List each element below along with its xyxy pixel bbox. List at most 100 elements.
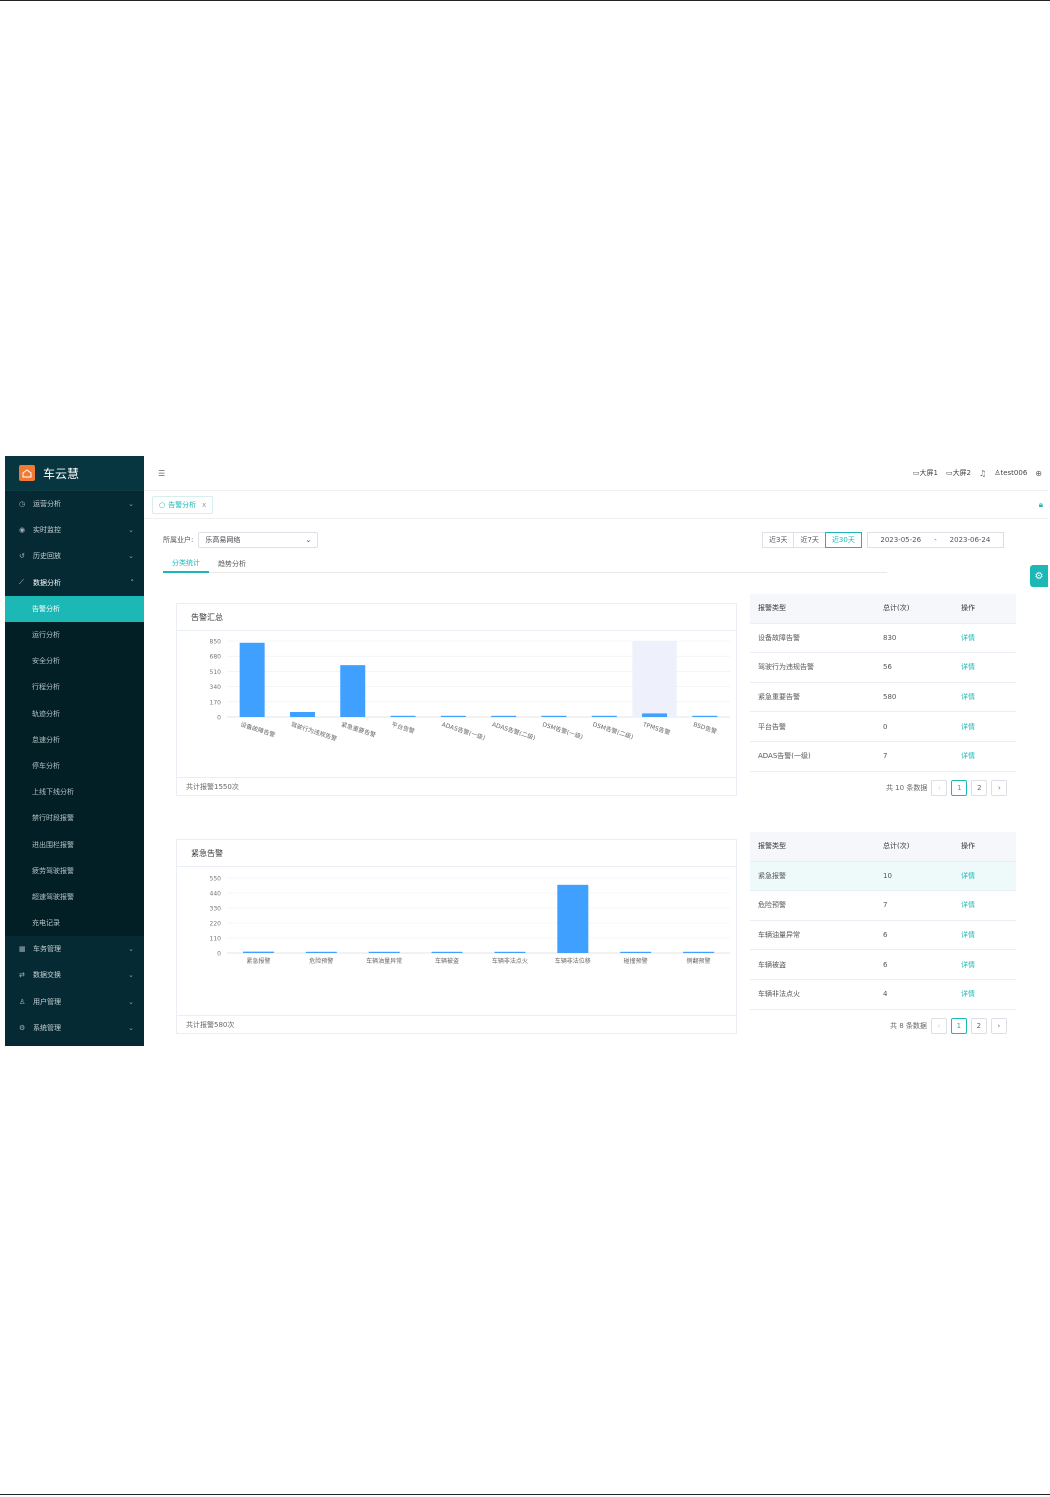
date-separator: - bbox=[934, 536, 937, 544]
detail-link[interactable]: 详情 bbox=[961, 722, 975, 731]
y-tick-label: 340 bbox=[210, 684, 222, 691]
submenu-item[interactable]: 告警分析 bbox=[5, 595, 144, 622]
pager-total: 共 8 条数据 bbox=[890, 1022, 927, 1030]
submenu-item[interactable]: 安全分析 bbox=[32, 657, 60, 666]
tab-alarm-analysis[interactable]: ○ 告警分析 x bbox=[152, 495, 214, 514]
history-icon: ↺ bbox=[19, 552, 25, 561]
next-page-button[interactable]: › bbox=[990, 1018, 1007, 1034]
sidebar-item-items2[interactable]: ↺ 历史回放 ⌄ bbox=[5, 543, 144, 569]
submenu-item[interactable]: 停车分析 bbox=[32, 761, 60, 770]
detail-link[interactable]: 详情 bbox=[961, 871, 975, 880]
x-tick-label: BSD告警 bbox=[692, 720, 718, 735]
bar bbox=[642, 713, 668, 717]
monitor-icon: ▭ bbox=[945, 469, 953, 477]
big-screen-1-link[interactable]: ▭大屏1 bbox=[912, 469, 938, 477]
bar bbox=[239, 642, 265, 717]
submenu-item[interactable]: 禁行时段报警 bbox=[32, 814, 74, 823]
detail-link[interactable]: 详情 bbox=[961, 960, 975, 969]
date-range-picker[interactable]: 2023-05-26 - 2023-06-24 bbox=[866, 532, 1004, 548]
tab-trend-analysis[interactable]: 趋势分析 bbox=[218, 560, 246, 568]
table-row: 平台告警 0 详情 bbox=[750, 712, 1016, 742]
sidebar-item-items3[interactable]: ⟋ 数据分析 ˄ bbox=[5, 570, 144, 596]
settings-float-button[interactable]: ⚙ bbox=[1030, 565, 1048, 587]
page-2-button[interactable]: 2 bbox=[970, 1018, 987, 1034]
globe-icon[interactable]: ⊕ bbox=[1035, 468, 1042, 478]
start-date: 2023-05-26 bbox=[880, 536, 922, 544]
bar bbox=[620, 951, 652, 953]
y-tick-label: 680 bbox=[210, 654, 222, 661]
bar bbox=[340, 665, 366, 717]
submenu-data-analysis: 告警分析运行分析安全分析行程分析轨迹分析怠速分析停车分析上线下线分析 禁行时段报警… bbox=[5, 595, 144, 937]
x-tick-label: 车辆油量异常 bbox=[366, 957, 402, 965]
next-page-button[interactable]: › bbox=[991, 780, 1008, 796]
y-tick-label: 0 bbox=[217, 715, 221, 722]
y-tick-label: 220 bbox=[210, 921, 222, 928]
pagination: 共 10 条数据 ‹ 1 2 › bbox=[886, 780, 1008, 796]
alarm-type-cell: 驾驶行为违规告警 bbox=[758, 663, 814, 672]
prev-page-button[interactable]: ‹ bbox=[931, 780, 948, 796]
detail-link[interactable]: 详情 bbox=[961, 931, 975, 940]
detail-link[interactable]: 详情 bbox=[961, 901, 975, 910]
sidebar-item-items_after2[interactable]: ♙ 用户管理 ⌄ bbox=[5, 989, 144, 1015]
hover-highlight bbox=[632, 641, 677, 717]
page-1-button[interactable]: 1 bbox=[950, 1018, 967, 1034]
detail-link[interactable]: 详情 bbox=[961, 693, 975, 702]
refresh-icon: ○ bbox=[159, 500, 166, 509]
detail-link[interactable]: 详情 bbox=[961, 633, 975, 642]
alarm-summary-table: 报警类型 总计(次) 操作 设备故障告警 830 详情 驾驶行为违规告警 56 详情 紧急重要告警… bbox=[750, 594, 1016, 772]
close-icon[interactable]: x bbox=[202, 500, 207, 509]
big-screen-2-link[interactable]: ▭大屏2 bbox=[945, 469, 972, 477]
x-tick-label: 平台告警 bbox=[390, 720, 415, 735]
chevron-icon: ⌄ bbox=[128, 945, 134, 954]
detail-link[interactable]: 详情 bbox=[961, 752, 975, 761]
card-footer: 共计报警1550次 bbox=[177, 777, 736, 795]
alarm-type-cell: 危险预警 bbox=[758, 901, 786, 910]
page-bottom-rule bbox=[0, 1494, 1050, 1495]
alarm-type-cell: 紧急报警 bbox=[758, 871, 786, 880]
submenu-item[interactable]: 怠速分析 bbox=[32, 735, 60, 744]
submenu-item[interactable]: 疲劳驾驶报警 bbox=[32, 866, 74, 875]
detail-link[interactable]: 详情 bbox=[961, 990, 975, 999]
submenu-item[interactable]: 超速驾驶报警 bbox=[32, 892, 74, 901]
chevron-icon: ⌄ bbox=[128, 1023, 134, 1032]
bar bbox=[591, 715, 617, 717]
submenu-item[interactable]: 充电记录 bbox=[32, 919, 60, 928]
sidebar-item-items_after1[interactable]: ⇄ 数据交换 ⌄ bbox=[5, 962, 144, 988]
tab-category-stats[interactable]: 分类统计 bbox=[163, 555, 209, 573]
app-logo[interactable]: 车云慧 bbox=[5, 456, 144, 491]
x-tick-label: ADAS告警(二级) bbox=[491, 720, 536, 742]
x-tick-label: DSM告警(二级) bbox=[592, 720, 635, 741]
bell-icon[interactable]: ♫ bbox=[979, 468, 987, 478]
sidebar-item-items_after0[interactable]: ▦ 车务管理 ⌄ bbox=[5, 936, 144, 962]
chevron-icon: ⌄ bbox=[128, 500, 134, 509]
card-title: 紧急告警 bbox=[177, 840, 736, 867]
sidebar-item-label: 系统管理 bbox=[33, 1023, 61, 1032]
lock-icon[interactable]: 🔒︎ bbox=[1038, 500, 1043, 509]
table-row: 驾驶行为违规告警 56 详情 bbox=[750, 653, 1016, 683]
submenu-item[interactable]: 轨迹分析 bbox=[32, 709, 60, 718]
y-tick-label: 0 bbox=[217, 951, 221, 958]
user-menu[interactable]: ♙test006 bbox=[994, 469, 1028, 477]
sidebar-item-items0[interactable]: ◷ 运营分析 ⌄ bbox=[5, 491, 144, 517]
bar bbox=[541, 715, 567, 717]
tenant-select[interactable]: 乐高易网络 ⌄ bbox=[198, 532, 319, 548]
count-cell: 7 bbox=[883, 901, 888, 910]
x-tick-label: 侧翻预警 bbox=[687, 957, 711, 965]
detail-link[interactable]: 详情 bbox=[961, 663, 975, 672]
y-tick-label: 850 bbox=[210, 639, 222, 646]
range-3d-button[interactable]: 近3天 bbox=[762, 532, 795, 548]
page-1-button[interactable]: 1 bbox=[951, 780, 968, 796]
sidebar-item-items_after3[interactable]: ⚙ 系统管理 ⌄ bbox=[5, 1015, 144, 1041]
range-30d-button[interactable]: 近30天 bbox=[824, 532, 862, 548]
alarm-type-cell: 车辆被盗 bbox=[758, 960, 786, 969]
submenu-item[interactable]: 行程分析 bbox=[32, 683, 60, 692]
prev-page-button[interactable]: ‹ bbox=[930, 1018, 947, 1034]
submenu-item[interactable]: 进出围栏报警 bbox=[32, 840, 74, 849]
menu-collapse-icon[interactable]: ☰ bbox=[158, 468, 166, 478]
submenu-item[interactable]: 上线下线分析 bbox=[32, 788, 74, 797]
line-chart-icon: ⟋ bbox=[19, 578, 24, 587]
sidebar-item-items1[interactable]: ◉ 实时监控 ⌄ bbox=[5, 517, 144, 543]
range-7d-button[interactable]: 近7天 bbox=[793, 532, 826, 548]
page-2-button[interactable]: 2 bbox=[971, 780, 988, 796]
submenu-item[interactable]: 运行分析 bbox=[32, 631, 60, 640]
